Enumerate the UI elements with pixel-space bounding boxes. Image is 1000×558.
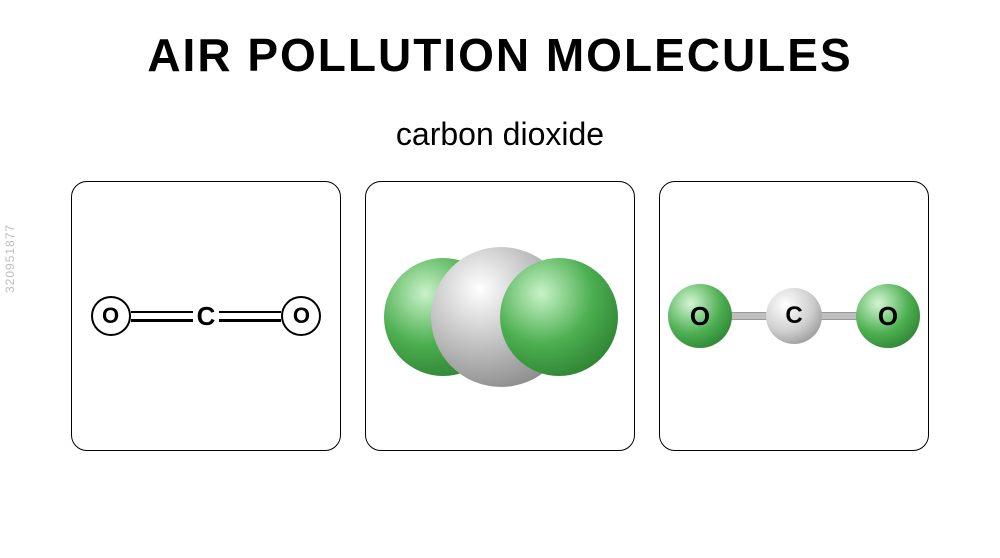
lewis-atom-C: C (193, 301, 220, 332)
page-title: AIR POLLUTION MOLECULES (0, 28, 1000, 82)
panel-ballstick: OCO (659, 181, 929, 451)
molecule-name: carbon dioxide (0, 116, 1000, 153)
sphere-O (500, 258, 618, 376)
ball-O: O (856, 284, 920, 348)
lewis-atom-O: O (91, 296, 131, 336)
double-bond (219, 311, 281, 322)
ball-O: O (668, 284, 732, 348)
ball-C: C (766, 288, 822, 344)
panel-spacefill (365, 181, 635, 451)
lewis-atom-O: O (281, 296, 321, 336)
watermark-text: 320951877 (3, 224, 17, 293)
panels-row: OCO OCO (0, 181, 1000, 451)
double-bond (131, 311, 193, 322)
panel-structural: OCO (71, 181, 341, 451)
